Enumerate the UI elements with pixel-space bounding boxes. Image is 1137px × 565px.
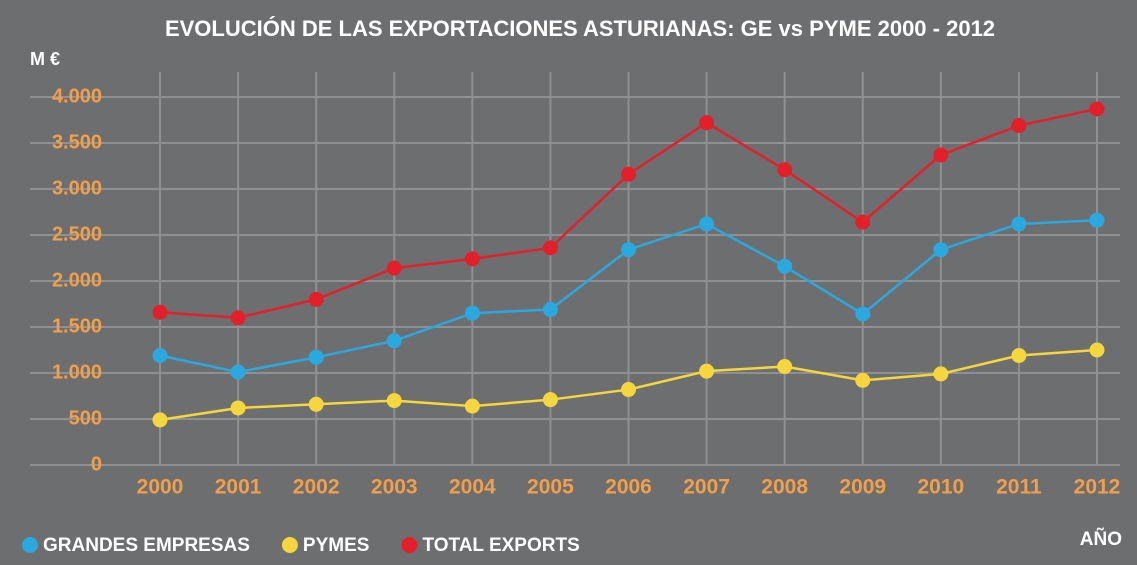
x-tick-label: 2004 bbox=[449, 476, 496, 499]
data-point bbox=[855, 372, 871, 388]
x-tick-label: 2007 bbox=[683, 476, 730, 499]
data-point bbox=[152, 348, 168, 364]
data-point bbox=[777, 162, 793, 178]
legend-label: GRANDES EMPRESAS bbox=[43, 535, 250, 556]
data-point bbox=[855, 214, 871, 230]
data-point bbox=[1011, 118, 1027, 134]
y-tick-label: 1.500 bbox=[52, 315, 102, 337]
data-point bbox=[699, 363, 715, 379]
data-point bbox=[621, 382, 636, 398]
data-point bbox=[621, 166, 636, 182]
data-point bbox=[933, 242, 949, 258]
data-point bbox=[152, 412, 168, 428]
legend-label: PYMES bbox=[303, 535, 370, 556]
data-point bbox=[230, 310, 246, 326]
y-tick-label: 3.000 bbox=[52, 177, 102, 199]
data-point bbox=[542, 302, 558, 318]
data-point bbox=[1089, 342, 1105, 358]
chart-title: EVOLUCIÓN DE LAS EXPORTACIONES ASTURIANA… bbox=[165, 16, 995, 41]
data-point bbox=[230, 364, 246, 380]
x-tick-label: 2000 bbox=[137, 476, 184, 499]
data-point bbox=[542, 392, 558, 408]
data-point bbox=[542, 240, 558, 256]
y-tick-label: 1.000 bbox=[52, 361, 102, 383]
x-tick-label: 2003 bbox=[371, 476, 418, 499]
data-point bbox=[699, 216, 715, 232]
x-tick-label: 2008 bbox=[761, 476, 808, 499]
data-point bbox=[1089, 212, 1105, 228]
data-point bbox=[1089, 101, 1105, 117]
data-point bbox=[699, 115, 715, 131]
data-point bbox=[777, 258, 793, 274]
x-tick-label: 2002 bbox=[293, 476, 340, 499]
x-tick-label: 2009 bbox=[839, 476, 886, 499]
data-point bbox=[386, 393, 402, 409]
data-point bbox=[1011, 348, 1027, 364]
x-tick-label: 2005 bbox=[527, 476, 574, 499]
data-point bbox=[308, 291, 324, 307]
x-tick-label: 2012 bbox=[1074, 476, 1121, 499]
y-tick-label: 500 bbox=[69, 407, 102, 429]
data-point bbox=[621, 242, 636, 258]
legend-marker bbox=[22, 537, 38, 553]
y-tick-label: 3.500 bbox=[52, 131, 102, 153]
data-point bbox=[386, 260, 402, 276]
data-point bbox=[464, 305, 480, 321]
y-tick-label: 2.500 bbox=[52, 223, 102, 245]
y-axis-label: M € bbox=[30, 49, 60, 69]
data-point bbox=[855, 306, 871, 322]
data-point bbox=[308, 349, 324, 365]
data-point bbox=[777, 359, 793, 375]
data-point bbox=[464, 251, 480, 267]
legend-marker bbox=[281, 537, 298, 553]
data-point bbox=[464, 398, 480, 414]
x-tick-label: 2001 bbox=[215, 476, 262, 499]
y-tick-label: 2.000 bbox=[52, 269, 102, 291]
data-point bbox=[933, 147, 949, 163]
x-tick-label: 2011 bbox=[996, 476, 1042, 499]
data-point bbox=[1011, 216, 1027, 232]
legend-label: TOTAL EXPORTS bbox=[422, 535, 579, 556]
legend-marker bbox=[401, 537, 418, 553]
data-point bbox=[386, 333, 402, 349]
y-tick-label: 0 bbox=[91, 453, 102, 475]
y-tick-label: 4.000 bbox=[52, 85, 102, 107]
x-axis-label: AÑO bbox=[1080, 528, 1122, 550]
data-point bbox=[308, 396, 324, 412]
data-point bbox=[230, 400, 246, 416]
data-point bbox=[933, 366, 949, 382]
x-tick-label: 2010 bbox=[917, 476, 964, 499]
data-point bbox=[152, 304, 168, 320]
x-tick-label: 2006 bbox=[605, 476, 652, 499]
